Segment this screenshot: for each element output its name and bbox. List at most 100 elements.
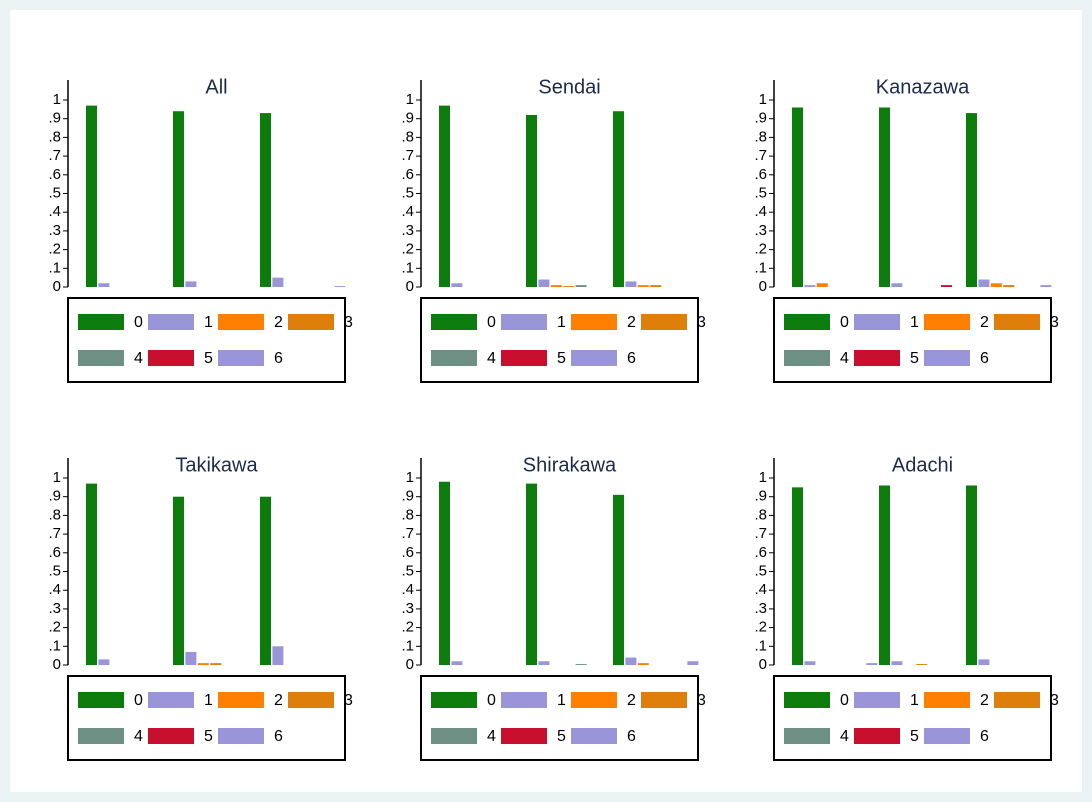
y-tick-label: .9	[754, 110, 767, 127]
bar	[687, 661, 699, 665]
y-tick-label: 1	[53, 91, 61, 108]
legend-swatch	[784, 728, 830, 744]
y-tick-label: .2	[48, 241, 61, 258]
bar	[916, 664, 928, 665]
legend-swatch	[501, 314, 547, 330]
y-tick-label: .3	[401, 600, 414, 617]
legend-swatch	[994, 314, 1040, 330]
y-tick-label: .5	[48, 562, 61, 579]
y-tick-label: .6	[754, 544, 767, 561]
legend-box	[420, 675, 699, 761]
legend-label: 1	[910, 314, 919, 331]
bar	[816, 283, 828, 287]
legend-swatch	[571, 728, 617, 744]
bar	[272, 646, 284, 665]
legend-label: 5	[557, 350, 566, 367]
legend-label: 6	[627, 350, 636, 367]
legend-label: 1	[204, 314, 213, 331]
legend-swatch	[218, 314, 264, 330]
legend-swatch	[994, 692, 1040, 708]
legend-swatch	[924, 314, 970, 330]
legend-swatch	[148, 692, 194, 708]
y-tick-label: 0	[759, 656, 767, 673]
bar	[550, 285, 562, 287]
y-tick-label: .1	[48, 637, 61, 654]
legend-label: 2	[980, 692, 989, 709]
bar	[334, 286, 346, 287]
graph-region	[10, 10, 1082, 792]
legend-label: 3	[697, 692, 706, 709]
legend-swatch	[218, 692, 264, 708]
legend-label: 3	[697, 314, 706, 331]
bar	[804, 661, 816, 665]
legend-label: 2	[627, 314, 636, 331]
y-tick-label: .6	[401, 544, 414, 561]
legend-label: 6	[980, 350, 989, 367]
bar	[173, 111, 184, 287]
y-tick-label: 0	[406, 656, 414, 673]
legend-swatch	[78, 728, 124, 744]
legend-swatch	[431, 728, 477, 744]
chart-title: All	[205, 76, 227, 98]
legend-swatch	[78, 314, 124, 330]
chart-title: Shirakawa	[523, 454, 617, 476]
y-tick-label: 0	[406, 278, 414, 295]
legend-swatch	[784, 314, 830, 330]
bar	[891, 661, 903, 665]
bar	[260, 496, 271, 665]
legend-swatch	[854, 314, 900, 330]
bar	[637, 663, 649, 665]
y-tick-label: .3	[754, 222, 767, 239]
y-tick-label: .7	[48, 147, 61, 164]
bar	[891, 283, 903, 287]
y-tick-label: .4	[48, 581, 61, 598]
bar	[792, 487, 803, 665]
bar	[978, 279, 990, 287]
bar	[650, 285, 662, 287]
bar	[86, 105, 97, 287]
bar	[941, 285, 952, 287]
legend-label: 5	[910, 728, 919, 745]
bar	[625, 657, 637, 665]
bar	[613, 111, 624, 287]
legend-box	[67, 297, 346, 383]
legend-swatch	[571, 692, 617, 708]
y-tick-label: .8	[48, 506, 61, 523]
bar	[1040, 285, 1052, 287]
y-tick-label: .9	[48, 110, 61, 127]
y-tick-label: 0	[53, 656, 61, 673]
legend-label: 1	[204, 692, 213, 709]
legend-label: 3	[344, 314, 353, 331]
legend-label: 0	[134, 314, 143, 331]
bar	[879, 485, 890, 665]
bar	[966, 485, 977, 665]
legend-label: 3	[1050, 314, 1059, 331]
y-tick-label: .3	[401, 222, 414, 239]
bar	[538, 661, 550, 665]
bar	[173, 496, 184, 665]
y-tick-label: .8	[401, 506, 414, 523]
legend-label: 4	[134, 728, 143, 745]
legend-swatch	[78, 350, 124, 366]
y-tick-label: .9	[401, 110, 414, 127]
bar	[272, 277, 284, 287]
legend-swatch	[924, 692, 970, 708]
y-tick-label: .6	[754, 166, 767, 183]
y-tick-label: 1	[759, 469, 767, 486]
legend-label: 0	[840, 314, 849, 331]
y-tick-label: .5	[401, 184, 414, 201]
legend-label: 6	[627, 728, 636, 745]
bar	[451, 283, 463, 287]
bar	[86, 483, 97, 665]
y-tick-label: 1	[406, 469, 414, 486]
legend-label: 5	[204, 728, 213, 745]
legend-swatch	[924, 350, 970, 366]
y-tick-label: .5	[401, 562, 414, 579]
legend-swatch	[501, 350, 547, 366]
y-tick-label: .1	[754, 259, 767, 276]
y-tick-label: .1	[48, 259, 61, 276]
legend-swatch	[78, 692, 124, 708]
legend-label: 3	[1050, 692, 1059, 709]
legend-label: 2	[627, 692, 636, 709]
bar	[990, 283, 1002, 287]
